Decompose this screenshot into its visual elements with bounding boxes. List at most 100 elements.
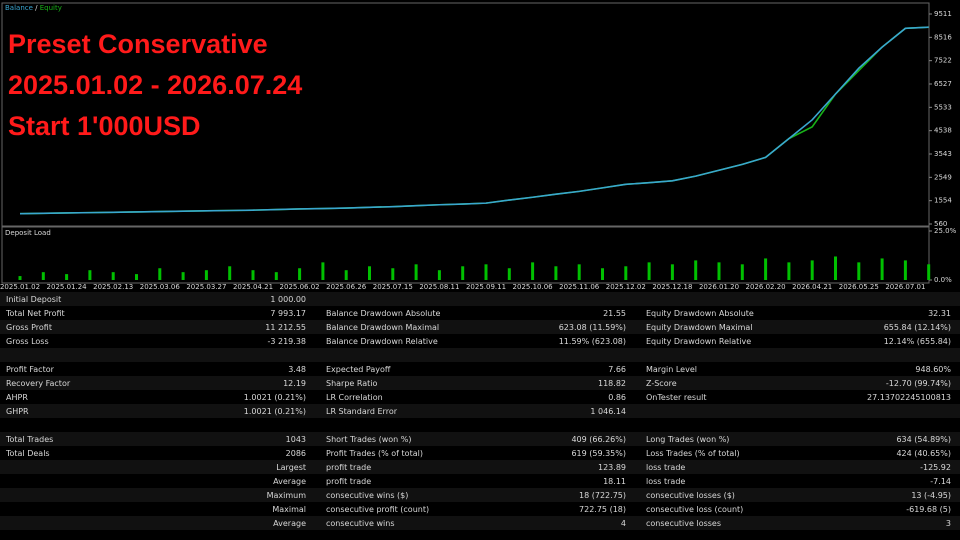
series-line [19,26,929,215]
report-value: Maximum [267,491,307,500]
deposit-frame [1,226,930,284]
report-label: loss trade [646,463,685,472]
report-label: Equity Drawdown Relative [646,337,751,346]
report-value: 32.31 [928,309,951,318]
report-value: Average [273,519,306,528]
report-label: consecutive loss (count) [646,505,743,514]
bar [484,264,488,280]
report-value: 1 000.00 [270,295,306,304]
bar [717,262,721,280]
row-bg [0,432,960,446]
report-label: Gross Profit [6,323,52,332]
report-value: 948.60% [915,365,951,374]
overlay-text: Preset Conservative [8,29,268,59]
report-label: profit trade [326,477,371,486]
report-value: 7 993.17 [270,309,306,318]
bar [274,272,278,280]
y-tick-label: 25.0% [934,227,957,235]
row-bg [0,390,960,404]
row-bg [0,362,960,376]
row-bg [0,474,960,488]
x-tick-label: 2026.04.21 [792,283,832,291]
row-bg [0,292,960,306]
y-tick-label: 6527 [934,80,952,88]
report-label: Profit Factor [6,365,55,374]
x-tick-label: 2025.10.06 [513,283,554,291]
bar [368,266,371,280]
bar [461,266,465,280]
report-value: 655.84 (12.14%) [884,323,951,332]
report-value: 1.0021 (0.21%) [244,393,306,402]
row-bg [0,320,960,334]
bar [344,270,348,280]
bar [414,264,418,280]
report-label: Recovery Factor [6,379,71,388]
row-bg [0,376,960,390]
report-value: 11 212.55 [265,323,306,332]
report-value: 27.13702245100813 [867,393,951,402]
legend-separator: / [33,4,40,12]
bar [135,274,138,280]
report-label: consecutive losses [646,519,721,528]
report-value: Largest [276,463,306,472]
x-tick-label: 2025.06.02 [280,283,320,291]
report-label: consecutive profit (count) [326,505,429,514]
bar [228,266,232,280]
report-label: LR Correlation [326,393,383,402]
report-value: -125.92 [920,463,951,472]
report-value: 3.48 [288,365,306,374]
report-value: -7.14 [930,477,951,486]
report-value: 1.0021 (0.21%) [244,407,306,416]
bar [810,260,814,280]
x-tick-label: 2025.11.06 [559,283,600,291]
bar [624,266,628,280]
report-value: 623.08 (11.59%) [559,323,626,332]
bar [321,262,325,280]
report-label: consecutive wins ($) [326,491,408,500]
bar [554,266,558,280]
y-tick-label: 0.0% [934,276,952,284]
row-bg [0,404,960,418]
x-tick-label: 2026.02.20 [746,283,786,291]
report-value: 3 [946,519,951,528]
report-label: Loss Trades (% of total) [646,449,740,458]
x-tick-label: 2025.12.18 [652,283,692,291]
row-bg [0,306,960,320]
bar [647,262,651,280]
bar [437,270,441,280]
y-tick-label: 7522 [934,57,952,65]
bar [204,270,208,280]
y-tick-label: 3543 [934,150,952,158]
legend-entry: Equity [40,4,62,12]
y-tick-label: 1554 [934,197,952,205]
report-value: 0.86 [608,393,626,402]
report-value: Average [273,477,306,486]
bar [251,270,255,280]
bar [670,264,674,280]
row-bg [0,418,960,432]
legend-entry: Balance [5,4,33,12]
row-bg [0,446,960,460]
bar [787,262,791,280]
report-label: Margin Level [646,365,697,374]
report-label: Total Net Profit [5,309,65,318]
x-tick-label: 2026.07.01 [885,283,925,291]
x-tick-label: 2025.06.26 [326,283,367,291]
report-value: -3 219.38 [267,337,306,346]
report-value: 2086 [286,449,306,458]
report-value: 13 (-4.95) [911,491,951,500]
x-tick-label: 2025.12.02 [606,283,646,291]
bar [391,268,395,280]
bar [298,268,302,280]
bar [65,274,69,280]
x-tick-label: 2025.02.13 [93,283,133,291]
row-bg [0,334,960,348]
report-label: consecutive wins [326,519,394,528]
y-tick-label: 5533 [934,103,952,111]
report-value: 7.66 [608,365,626,374]
report-label: loss trade [646,477,685,486]
bar [158,268,162,280]
report-label: Total Deals [5,449,50,458]
report-value: 4 [621,519,626,528]
